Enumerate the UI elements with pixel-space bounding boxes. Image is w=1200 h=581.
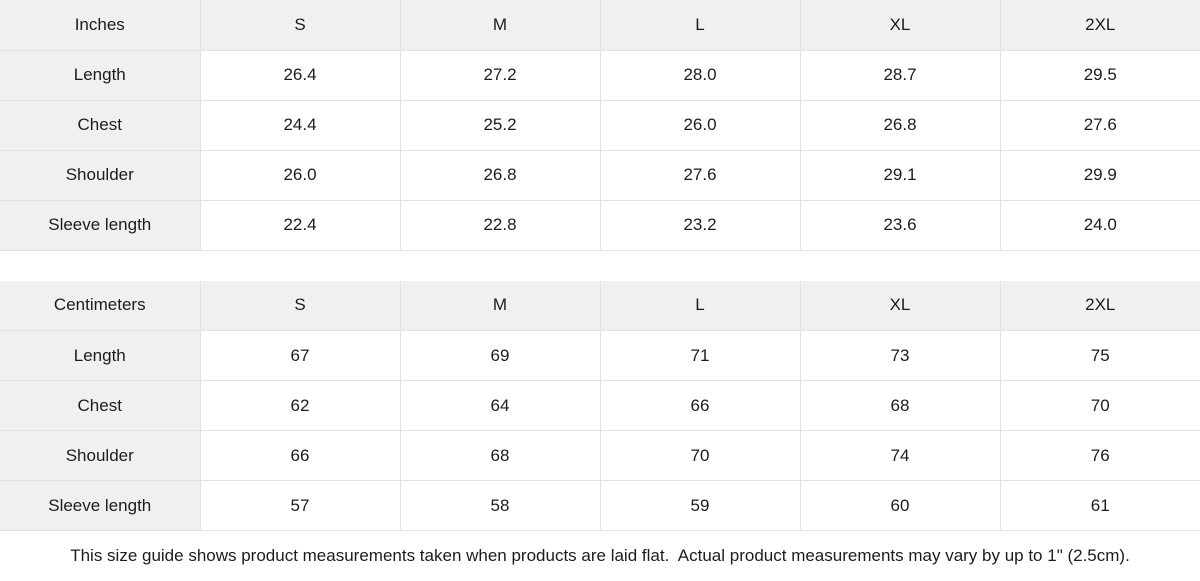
- size-header-cell: XL: [799, 0, 1001, 51]
- measurement-value-cell: 26.0: [599, 99, 801, 151]
- measurement-label-cell: Sleeve length: [0, 480, 201, 531]
- unit-header-cell: Inches: [0, 0, 201, 51]
- size-table-header-row: Inches S M L XL 2XL: [0, 0, 1200, 51]
- table-row: Sleeve length 57 58 59 60 61: [0, 480, 1200, 531]
- measurement-value-cell: 76: [999, 430, 1200, 481]
- table-row: Length 26.4 27.2 28.0 28.7 29.5: [0, 49, 1200, 101]
- measurement-value-cell: 28.0: [599, 49, 801, 101]
- measurement-value-cell: 68: [399, 430, 601, 481]
- unit-header-cell: Centimeters: [0, 280, 201, 331]
- measurement-value-cell: 22.4: [199, 199, 401, 251]
- measurement-value-cell: 64: [399, 380, 601, 431]
- size-table-header-row: Centimeters S M L XL 2XL: [0, 280, 1200, 331]
- measurement-value-cell: 66: [599, 380, 801, 431]
- size-header-cell: L: [599, 0, 801, 51]
- table-row: Shoulder 66 68 70 74 76: [0, 430, 1200, 481]
- size-tables-container: Inches S M L XL 2XL Length 26.4 27.2 28.0 28.7 29.5…: [0, 0, 1200, 531]
- measurement-value-cell: 57: [199, 480, 401, 531]
- table-row: Length 67 69 71 73 75: [0, 330, 1200, 381]
- size-header-cell: S: [199, 280, 401, 331]
- measurement-value-cell: 61: [999, 480, 1200, 531]
- measurement-label-cell: Sleeve length: [0, 199, 201, 251]
- measurement-value-cell: 28.7: [799, 49, 1001, 101]
- measurement-value-cell: 26.0: [199, 149, 401, 201]
- measurement-label-cell: Length: [0, 49, 201, 101]
- measurement-value-cell: 27.6: [999, 99, 1200, 151]
- measurement-value-cell: 29.9: [999, 149, 1200, 201]
- size-table-centimeters: Centimeters S M L XL 2XL Length 67 69 71 73 75 Chest…: [0, 280, 1200, 531]
- measurement-value-cell: 27.6: [599, 149, 801, 201]
- measurement-value-cell: 75: [999, 330, 1200, 381]
- measurement-value-cell: 26.4: [199, 49, 401, 101]
- size-guide-note: This size guide shows product measuremen…: [0, 531, 1200, 581]
- measurement-value-cell: 69: [399, 330, 601, 381]
- measurement-value-cell: 25.2: [399, 99, 601, 151]
- size-header-cell: 2XL: [999, 280, 1200, 331]
- size-header-cell: L: [599, 280, 801, 331]
- measurement-label-cell: Length: [0, 330, 201, 381]
- measurement-value-cell: 68: [799, 380, 1001, 431]
- measurement-label-cell: Shoulder: [0, 149, 201, 201]
- measurement-value-cell: 60: [799, 480, 1001, 531]
- measurement-value-cell: 70: [599, 430, 801, 481]
- measurement-value-cell: 26.8: [799, 99, 1001, 151]
- measurement-value-cell: 22.8: [399, 199, 601, 251]
- measurement-value-cell: 74: [799, 430, 1001, 481]
- measurement-label-cell: Chest: [0, 99, 201, 151]
- size-header-cell: M: [399, 0, 601, 51]
- measurement-value-cell: 73: [799, 330, 1001, 381]
- measurement-value-cell: 62: [199, 380, 401, 431]
- measurement-value-cell: 66: [199, 430, 401, 481]
- measurement-value-cell: 70: [999, 380, 1200, 431]
- measurement-value-cell: 58: [399, 480, 601, 531]
- size-table-inches: Inches S M L XL 2XL Length 26.4 27.2 28.0 28.7 29.5…: [0, 0, 1200, 251]
- measurement-value-cell: 24.4: [199, 99, 401, 151]
- measurement-value-cell: 67: [199, 330, 401, 381]
- size-header-cell: S: [199, 0, 401, 51]
- measurement-value-cell: 24.0: [999, 199, 1200, 251]
- size-header-cell: 2XL: [999, 0, 1200, 51]
- table-row: Chest 24.4 25.2 26.0 26.8 27.6: [0, 99, 1200, 151]
- measurement-value-cell: 59: [599, 480, 801, 531]
- measurement-label-cell: Shoulder: [0, 430, 201, 481]
- measurement-value-cell: 23.2: [599, 199, 801, 251]
- size-header-cell: M: [399, 280, 601, 331]
- measurement-value-cell: 27.2: [399, 49, 601, 101]
- measurement-value-cell: 29.5: [999, 49, 1200, 101]
- measurement-value-cell: 29.1: [799, 149, 1001, 201]
- table-gap: [0, 250, 1200, 281]
- table-row: Shoulder 26.0 26.8 27.6 29.1 29.9: [0, 149, 1200, 201]
- measurement-value-cell: 71: [599, 330, 801, 381]
- size-header-cell: XL: [799, 280, 1001, 331]
- measurement-label-cell: Chest: [0, 380, 201, 431]
- table-row: Sleeve length 22.4 22.8 23.2 23.6 24.0: [0, 199, 1200, 251]
- measurement-value-cell: 23.6: [799, 199, 1001, 251]
- measurement-value-cell: 26.8: [399, 149, 601, 201]
- table-row: Chest 62 64 66 68 70: [0, 380, 1200, 431]
